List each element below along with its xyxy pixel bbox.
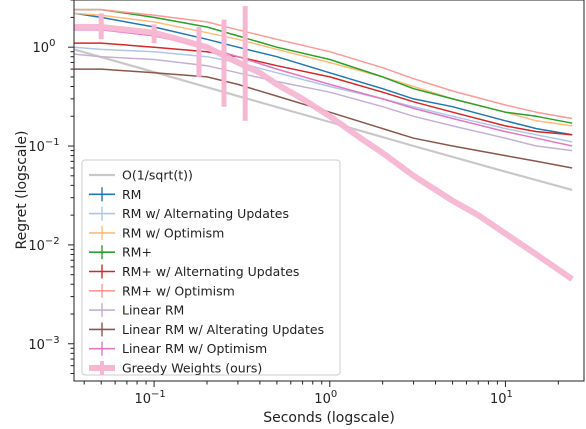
y-tick-label: 100 (33, 38, 56, 56)
series-line-greedy-weights-ours (74, 24, 574, 282)
legend-label: Linear RM w/ Optimism (122, 341, 267, 356)
y-tick-label: 10−1 (28, 137, 59, 155)
legend-label: O(1/sqrt(t)) (122, 168, 193, 183)
series-line-rm (74, 8, 573, 124)
legend-item-linear-rm: Linear RM (89, 303, 184, 318)
legend-item-rm-w-optimism: RM+ w/ Optimism (89, 283, 235, 298)
legend-item-rm-w-optimism: RM w/ Optimism (89, 225, 224, 240)
legend-label: RM+ w/ Alternating Updates (122, 264, 299, 279)
plot-frame (73, 0, 585, 382)
x-axis-label: Seconds (logscale) (263, 410, 395, 426)
series-line-linear-rm (74, 53, 573, 152)
x-tick-label: 101 (490, 389, 513, 407)
x-tick-label: 10−1 (134, 389, 165, 407)
series-line-rm-w-alternating-updates (74, 42, 573, 136)
legend-item-rm: RM+ (89, 245, 152, 260)
legend-label: RM (122, 187, 141, 202)
legend-label: RM w/ Alternating Updates (122, 206, 289, 221)
x-axis: 10−1 100 101 (83, 381, 559, 407)
x-tick-label: 100 (314, 389, 337, 407)
y-tick-label: 10−3 (28, 335, 59, 353)
legend-item-o-1-sqrt-t: O(1/sqrt(t)) (89, 168, 193, 183)
series-line-rm-w-alternating-updates (74, 46, 573, 143)
legend-item-greedy-weights-ours: Greedy Weights (ours) (89, 361, 262, 376)
legend-label: RM w/ Optimism (122, 225, 224, 240)
legend-item-rm-w-alternating-updates: RM+ w/ Alternating Updates (89, 264, 299, 279)
legend-label: Greedy Weights (ours) (122, 361, 262, 376)
legend-item-linear-rm-w-alterating-updates: Linear RM w/ Alterating Updates (89, 322, 324, 337)
series-line-rm-w-optimism (74, 8, 573, 120)
legend-label: Linear RM w/ Alterating Updates (122, 322, 324, 337)
legend: O(1/sqrt(t)) RM RM w/ Alternating Updates R… (81, 159, 341, 376)
legend-label: Linear RM (122, 303, 184, 318)
y-axis-label: Regret (logscale) (14, 131, 30, 250)
legend-label: RM+ w/ Optimism (122, 283, 235, 298)
y-axis: 10−3 10−2 10−1 100 (28, 0, 74, 375)
errorbar-layer (98, 6, 248, 121)
legend-item-rm-w-alternating-updates: RM w/ Alternating Updates (89, 206, 289, 221)
legend-item-linear-rm-w-optimism: Linear RM w/ Optimism (89, 341, 267, 356)
legend-box (81, 159, 341, 376)
y-tick-label: 10−2 (28, 236, 59, 254)
legend-label: RM+ (122, 245, 152, 260)
series-line-linear-rm-w-alterating-updates (74, 68, 573, 169)
legend-item-rm: RM (89, 187, 141, 202)
